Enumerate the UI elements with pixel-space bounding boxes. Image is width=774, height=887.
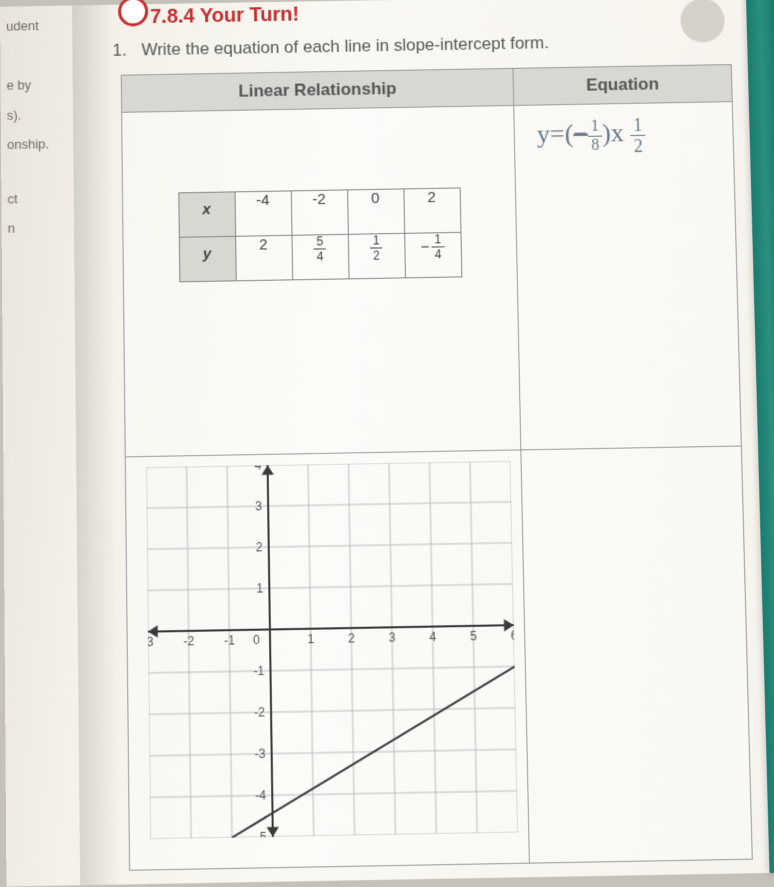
worksheet-table: Linear Relationship Equation x -4 -2 0 2… bbox=[121, 64, 753, 871]
svg-text:6: 6 bbox=[510, 628, 517, 643]
svg-text:-1: -1 bbox=[253, 664, 264, 679]
textbook-page: udent e by s). onship. ct n 7.8.4 Your T… bbox=[0, 0, 774, 887]
question-number: 1. bbox=[112, 41, 126, 60]
svg-text:3: 3 bbox=[389, 630, 396, 645]
x-val: 0 bbox=[347, 189, 404, 234]
cell-answer-1: y=(−18)x 12 bbox=[514, 102, 742, 450]
prev-page-fragments: udent e by s). onship. ct n bbox=[0, 5, 80, 886]
graph-svg: -3 -2 -1 0 1 2 3 4 5 6 1 2 3 4 -1 -2 -3 -4 -5 bbox=[146, 461, 518, 839]
x-val: -4 bbox=[235, 191, 292, 236]
svg-text:2: 2 bbox=[348, 631, 355, 646]
fragment: s). bbox=[7, 103, 67, 128]
y-header: y bbox=[179, 236, 236, 282]
svg-text:-2: -2 bbox=[254, 705, 265, 720]
fragment: n bbox=[8, 215, 69, 240]
svg-text:0: 0 bbox=[253, 633, 260, 648]
cell-answer-2 bbox=[521, 446, 752, 863]
section-heading: 7.8.4 Your Turn! bbox=[150, 4, 299, 30]
svg-text:-3: -3 bbox=[146, 635, 154, 650]
fragment: onship. bbox=[7, 132, 67, 157]
svg-text:2: 2 bbox=[256, 540, 263, 555]
instruction-text: Write the equation of each line in slope… bbox=[141, 33, 549, 59]
y-val: 12 bbox=[348, 233, 405, 279]
x-header: x bbox=[178, 192, 235, 237]
section-number: 7.8.4 bbox=[150, 5, 195, 28]
svg-text:3: 3 bbox=[255, 499, 262, 513]
coordinate-graph: -3 -2 -1 0 1 2 3 4 5 6 1 2 3 4 -1 -2 -3 -4 -5 bbox=[146, 461, 518, 839]
fragment: ct bbox=[7, 186, 68, 211]
y-val: 2 bbox=[235, 235, 292, 281]
xy-data-table: x -4 -2 0 2 y 2 54 12 −14 bbox=[178, 187, 462, 282]
binder-edge bbox=[746, 0, 774, 873]
svg-text:1: 1 bbox=[256, 581, 263, 596]
handwritten-answer: y=(−18)x 12 bbox=[527, 114, 722, 157]
svg-text:-1: -1 bbox=[224, 633, 235, 648]
question-instruction: 1. Write the equation of each line in sl… bbox=[112, 33, 549, 61]
svg-text:5: 5 bbox=[470, 629, 477, 644]
svg-text:-4: -4 bbox=[255, 788, 266, 803]
spine-shadow bbox=[72, 5, 121, 885]
fragment: e by bbox=[6, 73, 66, 98]
section-badge-icon bbox=[118, 0, 148, 27]
col-header-equation: Equation bbox=[513, 65, 732, 106]
svg-text:4: 4 bbox=[255, 461, 262, 473]
y-val: −14 bbox=[404, 232, 461, 278]
x-val: 2 bbox=[403, 188, 460, 233]
section-title: Your Turn! bbox=[200, 4, 300, 28]
cell-graph: -3 -2 -1 0 1 2 3 4 5 6 1 2 3 4 -1 -2 -3 -4 -5 bbox=[125, 450, 529, 870]
svg-text:-2: -2 bbox=[183, 634, 194, 649]
svg-text:4: 4 bbox=[429, 630, 436, 645]
svg-text:-5: -5 bbox=[256, 830, 267, 839]
svg-text:1: 1 bbox=[307, 632, 314, 647]
fragment: udent bbox=[6, 14, 66, 38]
x-val: -2 bbox=[291, 190, 348, 235]
svg-text:-3: -3 bbox=[255, 746, 266, 761]
cell-xy-table: x -4 -2 0 2 y 2 54 12 −14 bbox=[122, 105, 521, 456]
page-corner-circle bbox=[680, 0, 725, 43]
y-val: 54 bbox=[291, 234, 348, 280]
